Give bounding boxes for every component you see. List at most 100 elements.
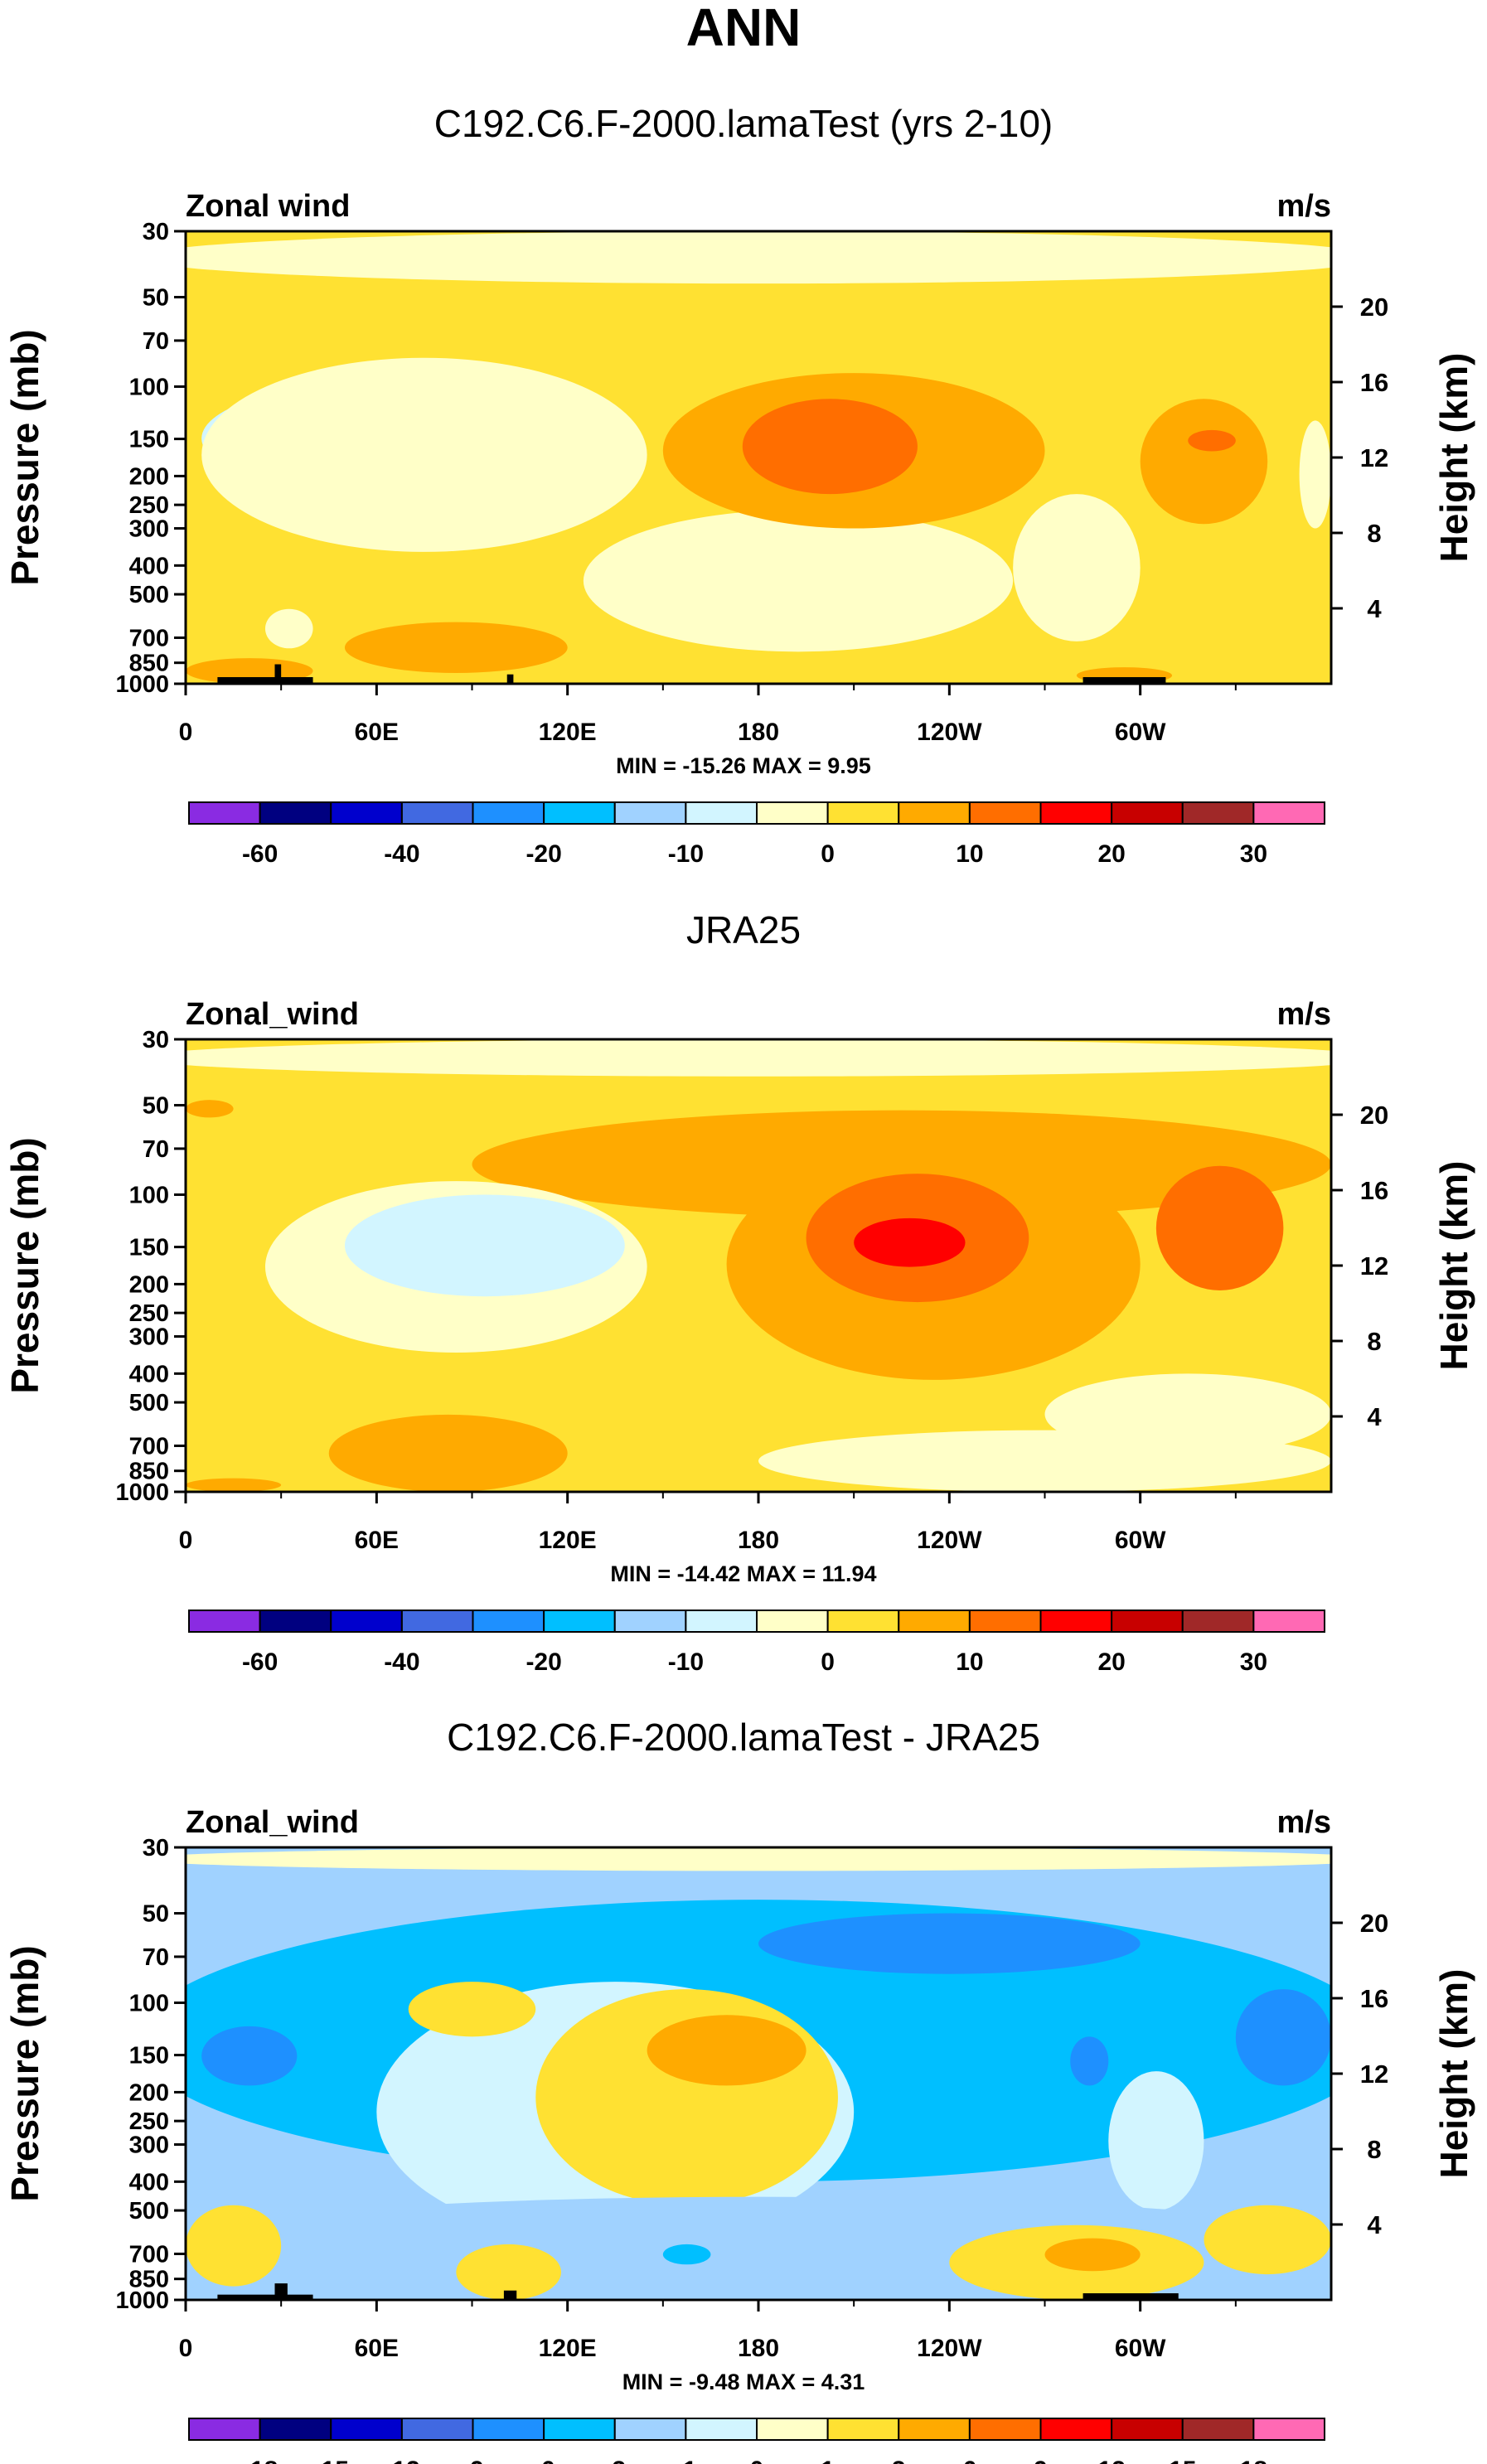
colorbar-swatch xyxy=(472,801,545,825)
longitude-tick-label: 0 xyxy=(179,719,193,746)
colorbar-swatch xyxy=(330,2418,403,2441)
pressure-tick-label: 150 xyxy=(129,427,169,453)
colorbar-swatch xyxy=(613,801,687,825)
height-axis-label: Height (km) xyxy=(1432,1161,1475,1371)
colorbar-swatch xyxy=(1039,1610,1113,1633)
longitude-tick-label: 120W xyxy=(917,2335,982,2362)
colorbar-swatch xyxy=(1111,801,1184,825)
topography-mask xyxy=(274,2283,288,2300)
contour-panel-3: C192.C6.F-2000.lamaTest - JRA25 Zonal_win… xyxy=(3,1716,1475,2464)
contour-region xyxy=(186,1478,282,1492)
height-tick-label: 16 xyxy=(1360,368,1388,397)
colorbar-swatch xyxy=(968,801,1042,825)
panels: C192.C6.F-2000.lamaTest (yrs 2-10) Zonal … xyxy=(3,102,1475,2464)
height-tick-label: 12 xyxy=(1360,2060,1388,2089)
pressure-tick-label: 400 xyxy=(129,553,169,579)
contour-region xyxy=(1155,1165,1284,1290)
height-tick-label: 20 xyxy=(1360,1909,1388,1938)
pressure-tick-label: 300 xyxy=(129,1324,169,1351)
height-tick-label: 4 xyxy=(1367,2210,1382,2239)
colorbar-label: 3 xyxy=(892,2457,906,2464)
colorbar-swatch xyxy=(613,2418,687,2441)
topography-mask xyxy=(274,664,282,684)
contour-region xyxy=(742,399,918,495)
longitude-tick-label: 120W xyxy=(917,1527,982,1554)
contour-region xyxy=(201,2026,298,2086)
pressure-tick-label: 200 xyxy=(129,1271,169,1298)
colorbar-swatch xyxy=(1039,801,1113,825)
colorbar-swatch xyxy=(330,1610,403,1633)
colorbar-label: 20 xyxy=(1097,840,1125,868)
colorbar: -60 -40 -20 -10 0 10 20 30 xyxy=(188,801,1325,868)
height-tick-label: 16 xyxy=(1360,1176,1388,1205)
pressure-tick-label: 500 xyxy=(129,1390,169,1416)
colorbar-swatch xyxy=(898,2418,971,2441)
colorbar-label: -6 xyxy=(533,2457,555,2464)
colorbar-label: 9 xyxy=(1034,2457,1048,2464)
contour-panel-1: C192.C6.F-2000.lamaTest (yrs 2-10) Zonal … xyxy=(3,102,1475,868)
colorbar-swatch xyxy=(898,1610,971,1633)
contour-region xyxy=(186,1100,234,1118)
contour-region xyxy=(1044,1373,1331,1455)
colorbar-label: -60 xyxy=(242,1648,278,1676)
colorbar-label: 18 xyxy=(1240,2457,1267,2464)
pressure-tick-label: 30 xyxy=(143,219,169,245)
pressure-tick-label: 700 xyxy=(129,2241,169,2268)
pressure-tick-label: 300 xyxy=(129,516,169,543)
colorbar-label: -40 xyxy=(384,1648,419,1676)
variable-label: Zonal wind xyxy=(186,189,350,224)
contour-field xyxy=(186,1847,1331,2300)
height-tick-label: 12 xyxy=(1360,443,1388,472)
colorbar-label: -12 xyxy=(384,2457,419,2464)
colorbar-label: -9 xyxy=(462,2457,484,2464)
colorbar-swatch xyxy=(756,1610,829,1633)
contour-region xyxy=(186,1847,1331,1871)
pressure-tick-label: 50 xyxy=(143,285,169,312)
topography-mask xyxy=(1083,2293,1179,2300)
colorbar-swatch xyxy=(400,801,474,825)
colorbar-swatch xyxy=(756,2418,829,2441)
colorbar-label: 6 xyxy=(963,2457,977,2464)
colorbar-label: 0 xyxy=(821,1648,835,1676)
pressure-axis-label: Pressure (mb) xyxy=(3,1945,46,2201)
longitude-tick-label: 0 xyxy=(179,2335,193,2362)
topography-mask xyxy=(217,2294,313,2300)
colorbar-swatch xyxy=(1252,2418,1325,2441)
colorbar-label: -10 xyxy=(668,1648,704,1676)
pressure-tick-label: 1000 xyxy=(115,2287,169,2314)
pressure-axis-label: Pressure (mb) xyxy=(3,329,46,585)
colorbar-swatch xyxy=(968,2418,1042,2441)
contour-region xyxy=(344,1194,625,1297)
units-label: m/s xyxy=(1277,997,1331,1032)
height-axis-label: Height (km) xyxy=(1432,1969,1475,2179)
colorbar-swatch xyxy=(1252,801,1325,825)
colorbar-swatch xyxy=(685,1610,758,1633)
pressure-tick-label: 300 xyxy=(129,2132,169,2159)
pressure-tick-label: 700 xyxy=(129,625,169,651)
contour-region xyxy=(583,510,1014,652)
contour-field xyxy=(186,1039,1331,1492)
colorbar-label: -15 xyxy=(313,2457,349,2464)
contour-region xyxy=(854,1217,966,1267)
colorbar-swatch xyxy=(685,2418,758,2441)
colorbar-label: -3 xyxy=(603,2457,626,2464)
colorbar-swatch xyxy=(330,801,403,825)
colorbar-swatch xyxy=(898,801,971,825)
contour-region xyxy=(647,2015,806,2086)
colorbar-swatch xyxy=(1111,2418,1184,2441)
colorbar-swatch xyxy=(826,2418,900,2441)
colorbar-swatch xyxy=(543,1610,616,1633)
colorbar-swatch xyxy=(685,801,758,825)
longitude-tick-label: 60E xyxy=(355,2335,399,2362)
colorbar-swatch xyxy=(472,2418,545,2441)
contour-region xyxy=(1299,420,1331,529)
contour-region xyxy=(408,1982,536,2037)
contour-region xyxy=(758,1913,1141,1974)
colorbar-swatch xyxy=(543,2418,616,2441)
colorbar-label: 20 xyxy=(1097,1648,1125,1676)
colorbar-label: -40 xyxy=(384,840,419,868)
colorbar-swatch xyxy=(188,801,261,825)
contour-region xyxy=(1070,2036,1109,2086)
topography-mask xyxy=(506,674,514,684)
